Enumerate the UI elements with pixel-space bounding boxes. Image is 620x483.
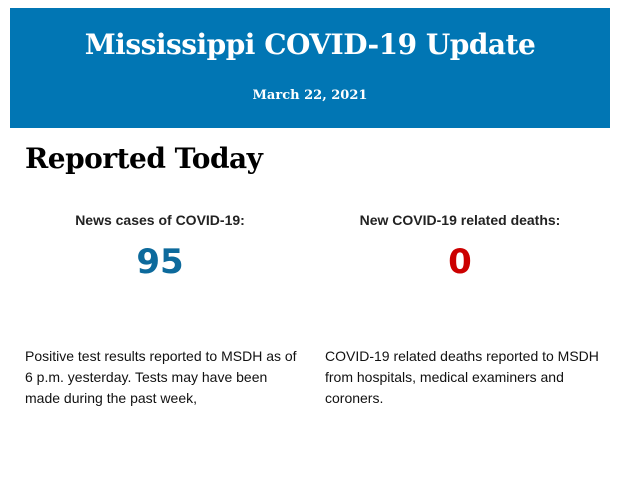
new-deaths-label: New COVID-19 related deaths:	[359, 212, 561, 228]
deaths-description: COVID-19 related deaths reported to MSDH…	[325, 348, 599, 406]
header-banner: Mississippi COVID-19 Update March 22, 20…	[10, 8, 610, 128]
new-cases-panel: News cases of COVID-19: 95	[15, 212, 305, 282]
page-title: Mississippi COVID-19 Update	[84, 28, 536, 61]
update-date: March 22, 2021	[252, 88, 368, 103]
new-deaths-value: 0	[448, 242, 472, 282]
cases-description: Positive test results reported to MSDH a…	[25, 348, 297, 406]
section-title: Reported Today	[25, 142, 263, 175]
new-cases-value: 95	[136, 242, 184, 282]
new-cases-label: News cases of COVID-19:	[75, 212, 245, 228]
new-deaths-panel: New COVID-19 related deaths: 0	[315, 212, 605, 282]
